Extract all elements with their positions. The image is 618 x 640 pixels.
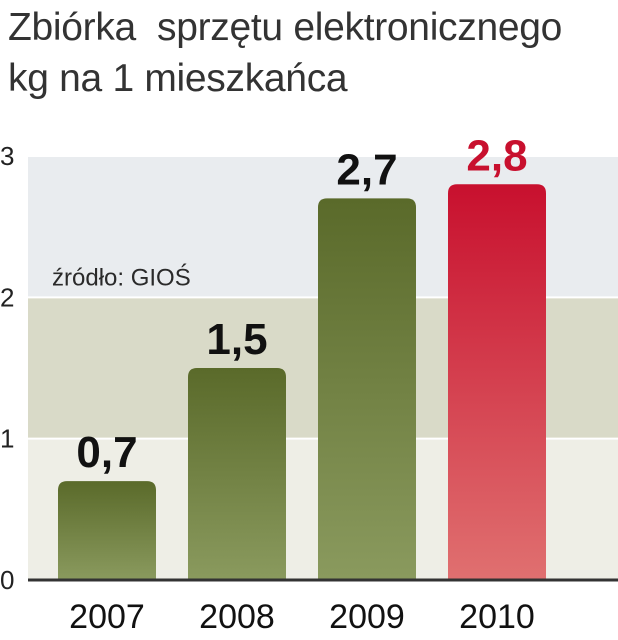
value-label-2007: 0,7 [76,428,137,477]
y-tick-label: 1 [0,424,14,454]
y-tick-label: 0 [0,565,14,595]
chart-title: Zbiórka sprzętu elektronicznego [8,6,563,49]
x-tick-label-2007: 2007 [69,598,145,636]
x-tick-label-2010: 2010 [459,598,535,636]
chart-subtitle: kg na 1 mieszkańca [8,57,348,100]
source-label: źródło: GIOŚ [52,263,191,291]
y-tick-label: 2 [0,282,14,312]
y-axis: 0 1 2 3 [0,141,14,595]
value-label-2008: 1,5 [206,315,267,364]
value-label-2010: 2,8 [466,131,527,180]
bar-2008 [188,368,286,580]
x-axis: 2007 2008 2009 2010 [69,598,535,636]
value-label-2009: 2,7 [336,145,397,194]
y-tick-label: 3 [0,141,14,171]
bar-2009 [318,198,416,580]
x-tick-label-2009: 2009 [329,598,405,636]
x-tick-label-2008: 2008 [199,598,275,636]
bar-2007 [58,481,156,580]
bars: 0,7 1,5 2,7 2,8 [58,131,546,580]
bar-2010 [448,184,546,580]
